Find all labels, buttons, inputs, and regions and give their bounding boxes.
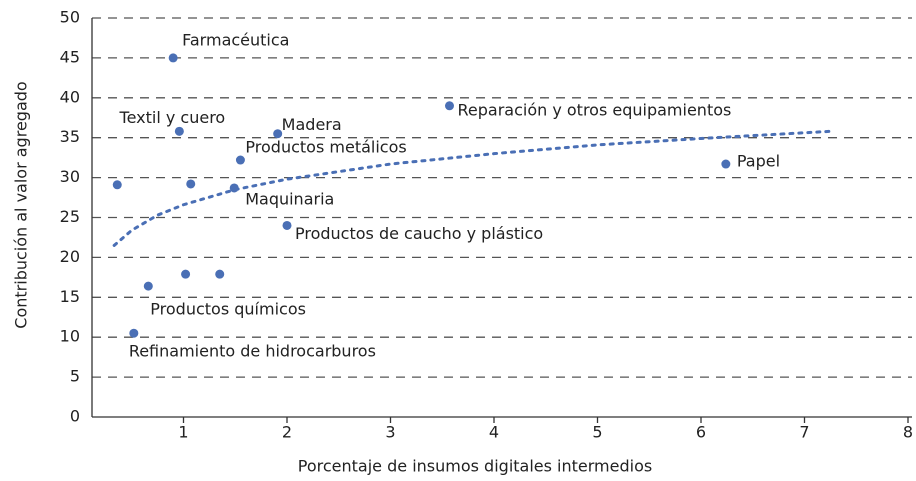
x-tick-label: 8: [903, 423, 913, 442]
data-point: [721, 159, 731, 169]
y-tick-label: 5: [70, 367, 80, 386]
y-tick-label: 25: [60, 207, 80, 226]
data-point: [112, 180, 122, 190]
y-tick-label: 10: [60, 327, 80, 346]
data-point: [273, 129, 283, 139]
y-tick-label: 15: [60, 287, 80, 306]
x-axis-label: Porcentaje de insumos digitales intermed…: [298, 457, 652, 476]
point-label: Refinamiento de hidrocarburos: [129, 342, 376, 361]
data-point: [235, 155, 245, 165]
data-point: [282, 220, 292, 230]
data-point: [186, 179, 196, 189]
point-label: Papel: [737, 152, 780, 171]
data-point: [229, 183, 239, 193]
data-point: [174, 126, 184, 136]
x-tick-label: 6: [696, 423, 706, 442]
point-label: Reparación y otros equipamientos: [457, 100, 731, 119]
point-label: Textil y cuero: [119, 108, 226, 127]
y-tick-label: 35: [60, 127, 80, 146]
data-point: [143, 281, 153, 291]
x-tick-label: 7: [799, 423, 809, 442]
x-tick-label: 4: [489, 423, 499, 442]
point-label: Maquinaria: [245, 189, 334, 208]
data-point: [168, 53, 178, 63]
y-tick-label: 20: [60, 247, 80, 266]
y-tick-label: 40: [60, 87, 80, 106]
y-tick-label: 0: [70, 407, 80, 426]
y-tick-label: 45: [60, 47, 80, 66]
y-tick-label: 30: [60, 167, 80, 186]
y-tick-label: 50: [60, 8, 80, 27]
data-point: [129, 328, 139, 338]
point-label: Productos químicos: [150, 300, 306, 319]
data-point: [181, 269, 191, 279]
point-label: Farmacéutica: [182, 30, 289, 49]
point-label: Madera: [282, 115, 342, 134]
x-tick-label: 2: [282, 423, 292, 442]
trend-line: [112, 129, 832, 247]
x-tick-label: 3: [385, 423, 395, 442]
point-label: Productos metálicos: [245, 138, 406, 157]
x-tick-label: 1: [178, 423, 188, 442]
x-tick-label: 5: [592, 423, 602, 442]
data-point: [444, 101, 454, 111]
point-label: Productos de caucho y plástico: [295, 224, 543, 243]
data-point: [215, 269, 225, 279]
y-axis-label: Contribución al valor agregado: [12, 81, 31, 328]
